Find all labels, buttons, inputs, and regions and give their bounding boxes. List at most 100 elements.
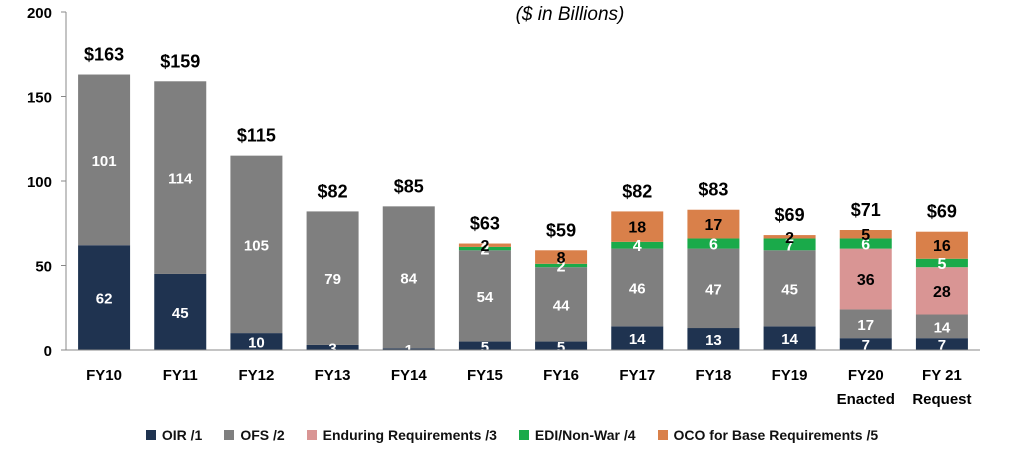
data-label: 5: [861, 227, 870, 244]
bar-segment: [78, 74, 131, 246]
bar-segment: [458, 243, 511, 247]
total-label: $115: [237, 126, 276, 146]
total-label: $85: [394, 176, 424, 196]
legend-label: OCO for Base Requirements /5: [673, 427, 879, 443]
data-label: 8: [557, 250, 566, 267]
bar-segment: [230, 155, 283, 334]
total-label: $63: [470, 214, 500, 234]
bar-segment: [763, 250, 816, 327]
data-label: 2: [557, 259, 566, 276]
bar-segment: [306, 211, 359, 345]
data-label: 2: [480, 242, 489, 259]
data-label: 4: [633, 238, 642, 255]
y-tick-label: 50: [35, 259, 52, 276]
bar-segment: [763, 326, 816, 350]
bar-segment: [78, 245, 131, 350]
x-tick-label: FY18: [695, 367, 731, 384]
legend-item: Enduring Requirements /3: [306, 424, 497, 446]
chart-subtitle: ($ in Billions): [515, 4, 625, 25]
bar-segment: [915, 258, 968, 268]
data-label: 44: [553, 297, 570, 314]
y-tick-label: 100: [27, 174, 52, 191]
bar-segment: [154, 81, 207, 274]
bar-segment: [611, 248, 664, 327]
data-label: 14: [934, 319, 951, 336]
bar-segment: [458, 246, 511, 251]
data-label: 5: [937, 256, 946, 273]
data-label: 17: [705, 217, 723, 234]
bar-segment: [535, 263, 588, 268]
bar-segment: [839, 238, 892, 249]
bar-segment: [611, 241, 664, 249]
data-label: 16: [933, 238, 951, 255]
total-label: $163: [84, 45, 124, 65]
data-label: 46: [629, 280, 646, 297]
legend-swatch: [518, 430, 529, 440]
data-label: 3: [328, 340, 336, 357]
x-tick-label: FY15: [467, 367, 503, 384]
legend: OIR /1 OFS /2 Enduring Requirements /3 EDI/…: [0, 424, 1024, 446]
data-label: 6: [861, 237, 870, 254]
bar-segment: [458, 341, 511, 350]
bar-segment: [839, 338, 892, 350]
data-label: 62: [96, 291, 113, 308]
x-tick-label: FY12: [238, 367, 274, 384]
data-label: 105: [244, 237, 269, 254]
x-tick-label: FY19: [772, 367, 808, 384]
bar-segment: [915, 267, 968, 315]
data-label: 45: [172, 305, 189, 322]
data-label: 45: [781, 281, 798, 298]
legend-swatch: [657, 430, 668, 440]
total-label: $83: [698, 180, 728, 200]
data-label: 36: [857, 272, 875, 289]
bar-segment: [915, 314, 968, 339]
data-label: 18: [628, 220, 646, 237]
data-label: 84: [400, 270, 417, 287]
x-tick-label: FY 21: [922, 367, 962, 384]
bar-segment: [535, 341, 588, 350]
x-tick-label: FY11: [163, 367, 198, 384]
total-label: $71: [851, 200, 881, 220]
bar-segment: [154, 273, 207, 350]
y-tick-label: 200: [27, 5, 52, 22]
legend-label: Enduring Requirements /3: [322, 427, 497, 443]
data-label: 1: [405, 342, 413, 359]
data-label: 2: [480, 238, 489, 255]
legend-swatch: [224, 430, 235, 440]
y-tick-label: 150: [27, 90, 52, 107]
x-tick-label: FY17: [619, 367, 655, 384]
total-label: $59: [546, 220, 576, 240]
bar-segment: [535, 250, 588, 264]
bar-segment: [839, 230, 892, 239]
bar-segment: [382, 206, 435, 349]
bar-segment: [611, 326, 664, 350]
bar-segment: [763, 238, 816, 251]
data-label: 6: [709, 237, 718, 254]
legend-item: EDI/Non-War /4: [518, 424, 636, 446]
legend-item: OCO for Base Requirements /5: [657, 424, 879, 446]
data-label: 5: [481, 339, 489, 356]
x-tick-label: Enacted: [837, 391, 895, 408]
legend-item: OFS /2: [224, 424, 285, 446]
x-tick-label: Request: [912, 391, 971, 408]
y-tick-label: 0: [44, 343, 52, 360]
bar-segment: [687, 248, 740, 329]
bar-segment: [763, 235, 816, 239]
bar-segment: [382, 348, 435, 350]
bar-segment: [611, 211, 664, 242]
bar-segment: [915, 231, 968, 259]
x-tick-label: FY16: [543, 367, 579, 384]
bar-segment: [458, 250, 511, 342]
data-label: 114: [168, 171, 193, 188]
data-label: 79: [324, 271, 341, 288]
total-label: $82: [622, 181, 652, 201]
data-label: 47: [705, 281, 722, 298]
data-label: 28: [933, 284, 951, 301]
x-tick-label: FY13: [315, 367, 351, 384]
bar-segment: [687, 238, 740, 249]
data-label: 2: [785, 230, 794, 247]
total-label: $82: [318, 181, 348, 201]
legend-label: OFS /2: [240, 427, 285, 443]
data-label: 14: [629, 331, 646, 348]
